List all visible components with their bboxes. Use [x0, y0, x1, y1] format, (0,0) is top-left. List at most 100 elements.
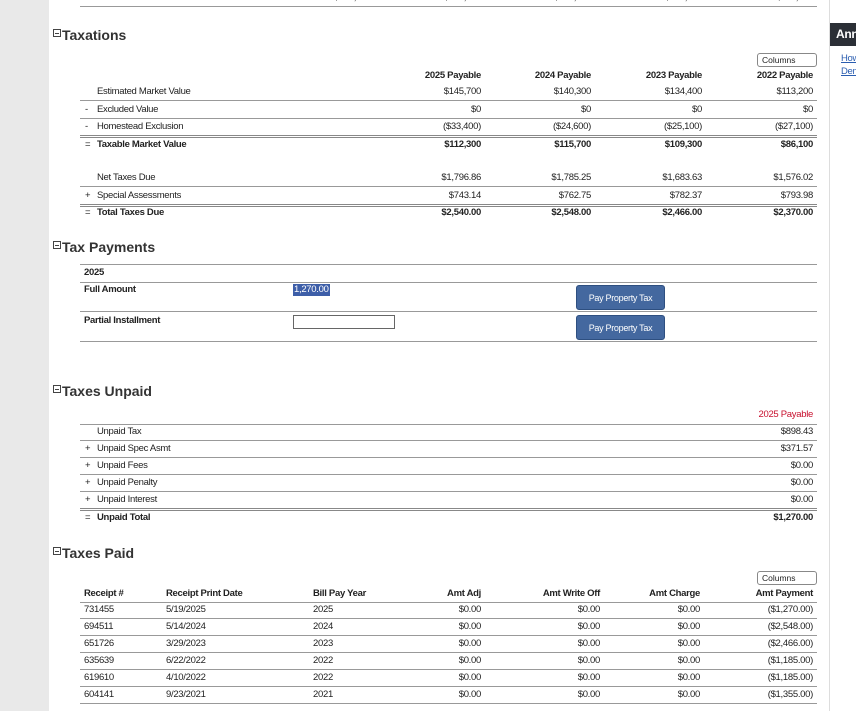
cell-value: $762.75: [558, 189, 592, 201]
row-prefix: +: [85, 443, 91, 454]
collapse-icon[interactable]: [53, 547, 61, 555]
sidebar: [829, 0, 856, 711]
cell-value: $793.98: [780, 189, 814, 201]
cell-value: $0.00: [790, 460, 814, 471]
cell-value: $115,700: [554, 138, 591, 150]
cell-value: $0: [803, 103, 813, 115]
cell-value: 651726: [84, 638, 114, 649]
row-prefix: -: [85, 103, 88, 115]
sidebar-link[interactable]: Dem: [841, 66, 856, 77]
row-divider: [80, 424, 817, 425]
column-header: Amt Adj: [447, 588, 481, 599]
cell-value: $0.00: [577, 672, 601, 683]
row-divider: [80, 618, 817, 619]
cell-value: ($2,548.00): [767, 621, 814, 632]
row-label: Total Taxes Due: [97, 207, 164, 218]
row-label: Unpaid Fees: [97, 460, 148, 471]
columns-button[interactable]: Columns: [757, 571, 817, 585]
cell-value: ($1,355.00): [767, 689, 814, 700]
cell-value: 635639: [84, 655, 114, 666]
column-header: Receipt #: [84, 588, 124, 599]
row-divider: [80, 508, 817, 511]
row-divider: [80, 652, 817, 653]
row-divider: [80, 100, 817, 101]
row-divider: [80, 264, 817, 265]
cell-value: 2024: [313, 621, 333, 632]
sidebar-link[interactable]: How: [841, 53, 856, 64]
cell-value: $0.00: [677, 638, 701, 649]
column-header: Receipt Print Date: [166, 588, 243, 599]
row-label: Unpaid Spec Asmt: [97, 443, 171, 454]
cell-value: $0.00: [677, 672, 701, 683]
row-divider: [80, 669, 817, 670]
year-label: 2025: [84, 267, 104, 278]
cell-value: $0.00: [577, 689, 601, 700]
cell-value: 2025: [313, 604, 333, 615]
cell-value: $0.00: [577, 638, 601, 649]
cell-value: ($1,185.00): [767, 672, 814, 683]
cell-value: $0: [471, 103, 481, 115]
cell-value: 619610: [84, 672, 114, 683]
section-title: Taxes Unpaid: [62, 383, 152, 399]
pay-button[interactable]: Pay Property Tax: [576, 315, 665, 340]
column-header: Bill Pay Year: [313, 588, 366, 599]
cell-value: $0.00: [677, 689, 701, 700]
row-divider: [80, 341, 817, 342]
row-divider: [80, 635, 817, 636]
cell-value: $86,100: [780, 138, 814, 150]
cell-value: $0.00: [458, 655, 482, 666]
sidebar-heading: Ann: [836, 27, 856, 41]
row-divider: [80, 311, 817, 312]
cell-value: 2023: [313, 638, 333, 649]
cell-value: $145,700: [444, 0, 482, 4]
cell-value: ($1,185.00): [767, 655, 814, 666]
cell-value: $0.00: [458, 621, 482, 632]
cell-value: $134,400: [664, 86, 703, 97]
collapse-icon[interactable]: [53, 385, 61, 393]
cell-value: 731455: [84, 604, 114, 615]
collapse-icon[interactable]: [53, 241, 61, 249]
row-label: Homestead Exclusion: [97, 121, 184, 132]
row-divider: [80, 491, 817, 492]
row-label: Estimated Market Value: [97, 0, 191, 4]
column-header: Amt Charge: [649, 588, 700, 599]
cell-value: $134,400: [665, 0, 703, 4]
row-label: Net Taxes Due: [97, 172, 156, 183]
cell-value: 3/29/2023: [166, 638, 206, 649]
column-header: 2023 Payable: [645, 70, 702, 81]
section-title: Tax Payments: [62, 239, 156, 255]
row-divider: [80, 135, 817, 138]
row-divider: [80, 686, 817, 687]
cell-value: $109,300: [664, 138, 703, 150]
row-divider: [80, 117, 817, 119]
columns-button[interactable]: Columns: [757, 53, 817, 67]
row-divider: [80, 602, 817, 603]
cell-value: $2,548.00: [551, 207, 591, 218]
row-label: Unpaid Total: [97, 512, 151, 523]
amount-input[interactable]: [293, 315, 395, 329]
cell-value: 2022: [313, 655, 333, 666]
cell-value: 9/23/2021: [166, 689, 206, 700]
cell-value: $2,370.00: [773, 207, 813, 218]
pay-button[interactable]: Pay Property Tax: [576, 285, 665, 310]
row-prefix: -: [85, 121, 88, 132]
collapse-icon[interactable]: [53, 29, 61, 37]
section-title: Taxations: [62, 27, 127, 43]
row-prefix: +: [85, 189, 91, 201]
row-divider: [80, 203, 817, 207]
row-prefix: =: [85, 138, 91, 150]
cell-value: $898.43: [780, 426, 814, 437]
row-divider: [80, 282, 817, 283]
row-label: Unpaid Interest: [97, 494, 157, 505]
cell-value: 2022: [313, 672, 333, 683]
section-title: Taxes Paid: [62, 545, 135, 561]
row-divider: [80, 440, 817, 441]
cell-value: ($27,100): [775, 121, 813, 132]
column-header: Amt Write Off: [542, 588, 600, 599]
cell-value: $0.00: [458, 689, 482, 700]
row-divider: [80, 703, 817, 704]
row-label: Estimated Market Value: [97, 86, 191, 97]
cell-value: 6/22/2022: [166, 655, 206, 666]
field-label: Partial Installment: [84, 315, 161, 326]
